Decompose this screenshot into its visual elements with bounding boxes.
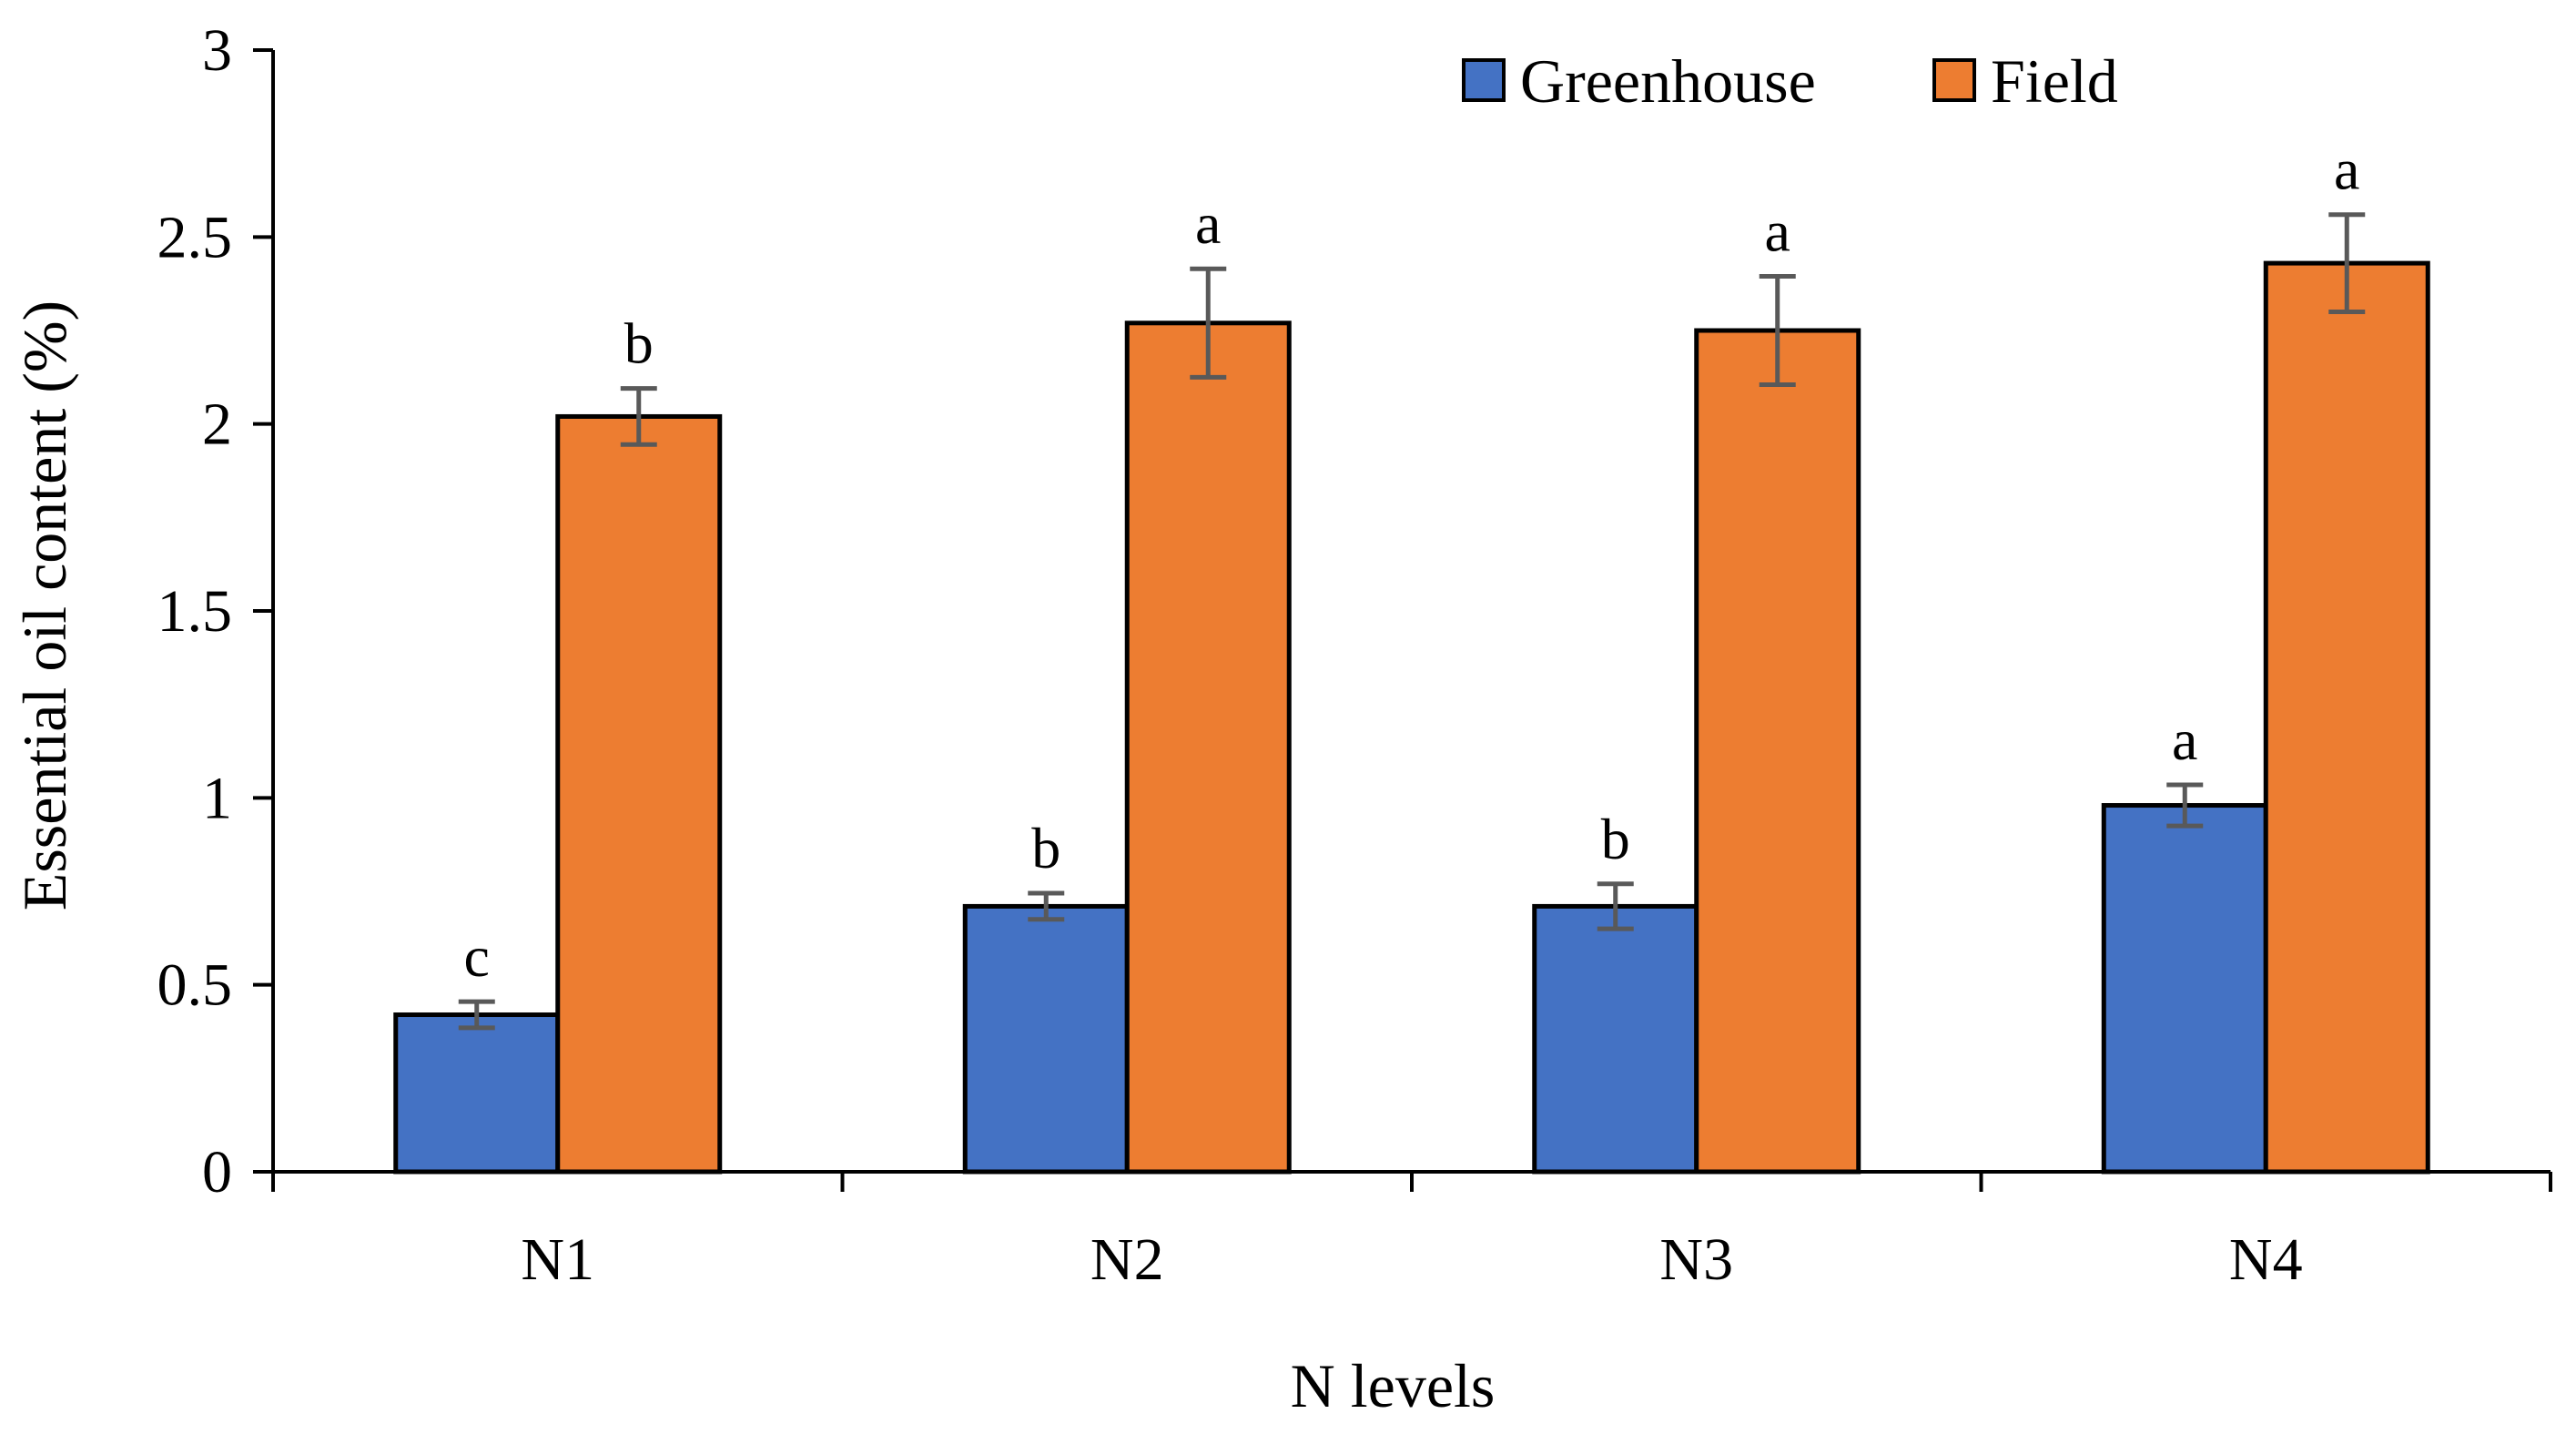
y-tick-label: 0 xyxy=(202,1139,232,1205)
legend-swatch-field xyxy=(1932,58,1976,102)
error-bar xyxy=(1759,273,1796,388)
significance-letter: a xyxy=(2334,137,2359,202)
y-tick-label: 3 xyxy=(202,17,232,84)
bar-greenhouse-n2 xyxy=(962,903,1130,1175)
significance-letter: a xyxy=(2172,707,2197,772)
error-bar xyxy=(458,999,495,1031)
significance-letter: a xyxy=(1195,191,1221,256)
y-tick-label: 1 xyxy=(202,765,232,831)
y-tick-label: 0.5 xyxy=(157,952,233,1019)
y-tick-label: 2 xyxy=(202,392,232,458)
error-bars xyxy=(458,212,2366,1031)
x-axis: N1 N2 N3 N4 xyxy=(271,1170,2552,1293)
legend-swatch-greenhouse xyxy=(1462,58,1506,102)
bar-field-n2 xyxy=(1124,320,1292,1175)
error-bar xyxy=(2328,212,2366,314)
significance-letter: b xyxy=(624,311,654,376)
significance-letters: c b b a b a a a xyxy=(464,137,2360,989)
x-tick-label: N1 xyxy=(521,1226,594,1293)
bar-field-n4 xyxy=(2263,260,2430,1175)
x-tick-label: N2 xyxy=(1090,1226,1164,1293)
error-bar xyxy=(1190,266,1227,380)
x-tick-label: N3 xyxy=(1659,1226,1733,1293)
y-axis-title: Essential oil content (%) xyxy=(10,300,79,910)
significance-letter: c xyxy=(464,924,490,989)
bar-greenhouse-n1 xyxy=(393,1012,561,1175)
legend: Greenhouse Field xyxy=(1462,46,2118,116)
y-tick-label: 2.5 xyxy=(157,204,233,270)
y-tick-label: 1.5 xyxy=(157,578,233,645)
x-tick-label: N4 xyxy=(2229,1226,2303,1293)
legend-label-greenhouse: Greenhouse xyxy=(1520,46,1816,116)
x-axis-title: N levels xyxy=(1291,1351,1496,1420)
significance-letter: b xyxy=(1601,807,1630,871)
significance-letter: a xyxy=(1765,198,1790,263)
error-bar xyxy=(1597,881,1634,931)
bar-greenhouse-n3 xyxy=(1532,903,1699,1175)
y-axis: 0 0.5 1 1.5 2 2.5 3 xyxy=(157,17,275,1205)
error-bar xyxy=(620,386,657,447)
bar-field-n3 xyxy=(1694,328,1861,1175)
error-bar xyxy=(2166,782,2204,829)
bar-greenhouse-n4 xyxy=(2101,803,2268,1175)
bar-field-n1 xyxy=(555,413,723,1175)
error-bar xyxy=(1028,890,1065,922)
bars xyxy=(393,260,2430,1175)
significance-letter: b xyxy=(1031,816,1060,880)
legend-label-field: Field xyxy=(1991,46,2118,116)
